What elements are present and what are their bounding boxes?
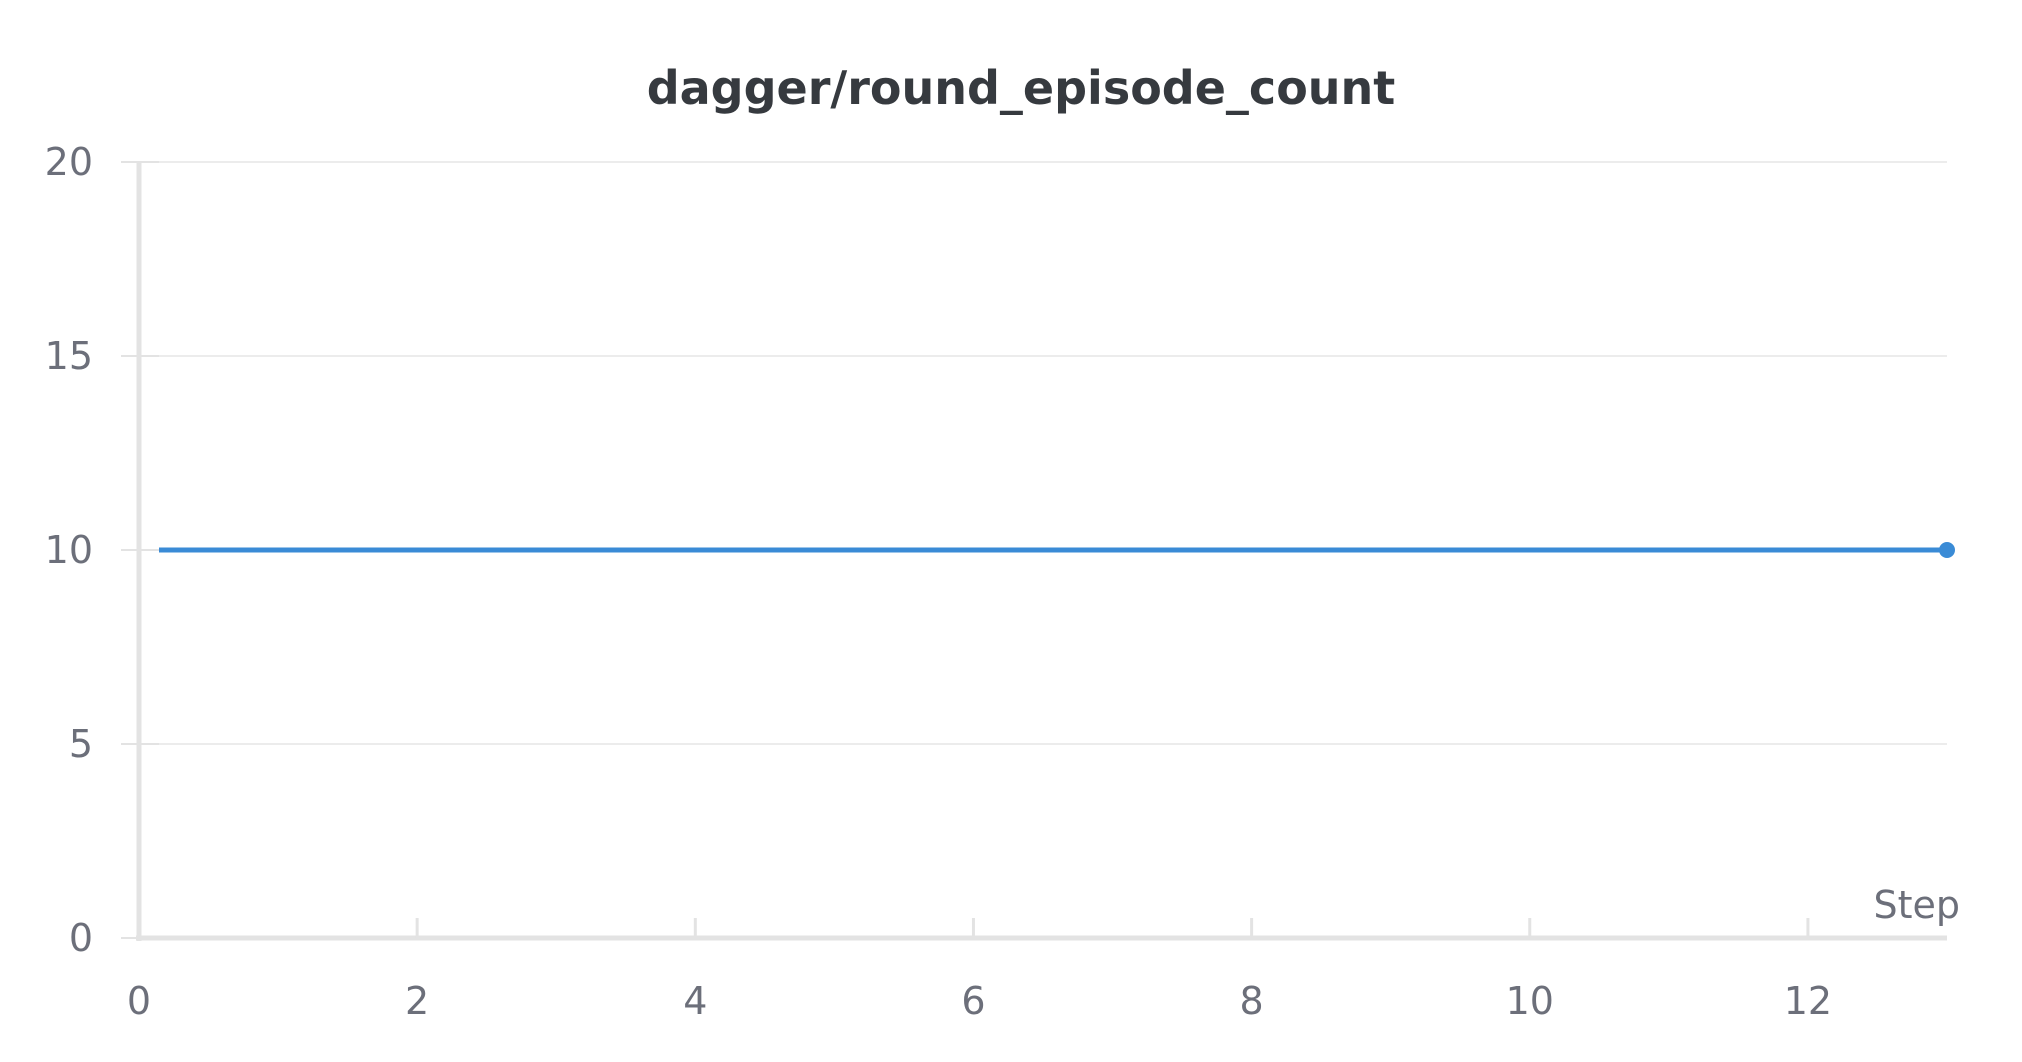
y-tick-label: 0 — [69, 916, 93, 960]
x-tick-label: 12 — [1784, 979, 1832, 1023]
x-tick-label: 6 — [961, 979, 985, 1023]
chart-title: dagger/round_episode_count — [647, 61, 1396, 115]
x-tick-label: 0 — [127, 979, 151, 1023]
y-tick-label: 15 — [45, 334, 93, 378]
y-axis-ticks: 0 5 10 15 20 — [45, 140, 159, 960]
y-tick-label: 5 — [69, 722, 93, 766]
grid-lines — [139, 161, 1947, 745]
x-axis-ticks: 0 2 4 6 8 10 12 — [127, 918, 1832, 1023]
x-tick-label: 2 — [405, 979, 429, 1023]
x-tick-label: 4 — [683, 979, 707, 1023]
y-tick-label: 10 — [45, 528, 93, 572]
x-axis-label: Step — [1873, 883, 1960, 927]
axes — [136, 162, 1947, 941]
x-tick-label: 8 — [1240, 979, 1264, 1023]
series-end-point — [1939, 542, 1955, 558]
series-layer — [159, 542, 1955, 558]
y-tick-label: 20 — [45, 140, 93, 184]
x-tick-label: 10 — [1506, 979, 1554, 1023]
